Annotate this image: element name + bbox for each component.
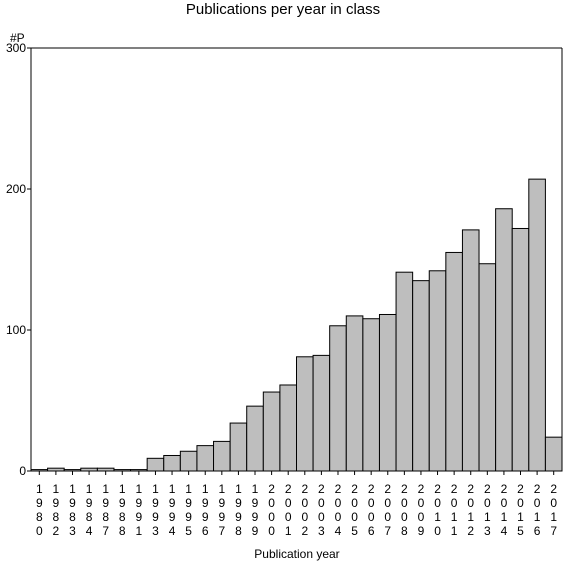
bar-2008 [395,271,414,472]
bar-2017 [544,436,563,472]
bar-2012 [461,229,480,472]
x-ticks-layer: 1 9 8 0 1 9 8 2 1 9 8 3 1 9 8 4 1 9 8 7 1 9 8 8 1 9 9 1 1 9 9 3 1 9 9 4 1 9 9 5… [36,471,557,538]
bar-2006 [362,318,380,472]
x-axis-label: Publication year [254,547,339,561]
y-tick-label-300: 300 [6,41,26,55]
y-tick-label-100: 100 [6,323,26,337]
bar-2014 [495,208,513,472]
bar-2004 [329,325,347,472]
bar-2005 [345,315,364,472]
bar-2001 [279,384,298,472]
bar-2009 [412,280,430,472]
bar-2011 [445,251,463,472]
bar-2000 [262,391,281,472]
bar-1997 [213,440,231,472]
bar-2016 [528,178,546,472]
axes-layer [30,47,563,472]
y-tick-label-0: 0 [19,464,26,478]
chart-title: Publications per year in class [186,1,380,18]
bar-2015 [511,227,530,472]
bars-layer [30,178,563,472]
bar-1994 [163,454,181,472]
y-ticks-layer: 0 100 200 300 [6,41,31,478]
bar-2010 [428,270,447,472]
y-axis-label: #P [10,31,25,45]
bar-2003 [312,354,331,472]
bar-1995 [179,450,198,472]
bar-2007 [378,313,397,472]
bar-2013 [478,263,497,472]
y-tick-label-200: 200 [6,182,26,196]
bar-1993 [146,457,165,472]
bar-1999 [246,405,264,472]
bar-1998 [229,422,248,472]
bar-1996 [196,445,215,472]
bar-2002 [296,356,314,472]
